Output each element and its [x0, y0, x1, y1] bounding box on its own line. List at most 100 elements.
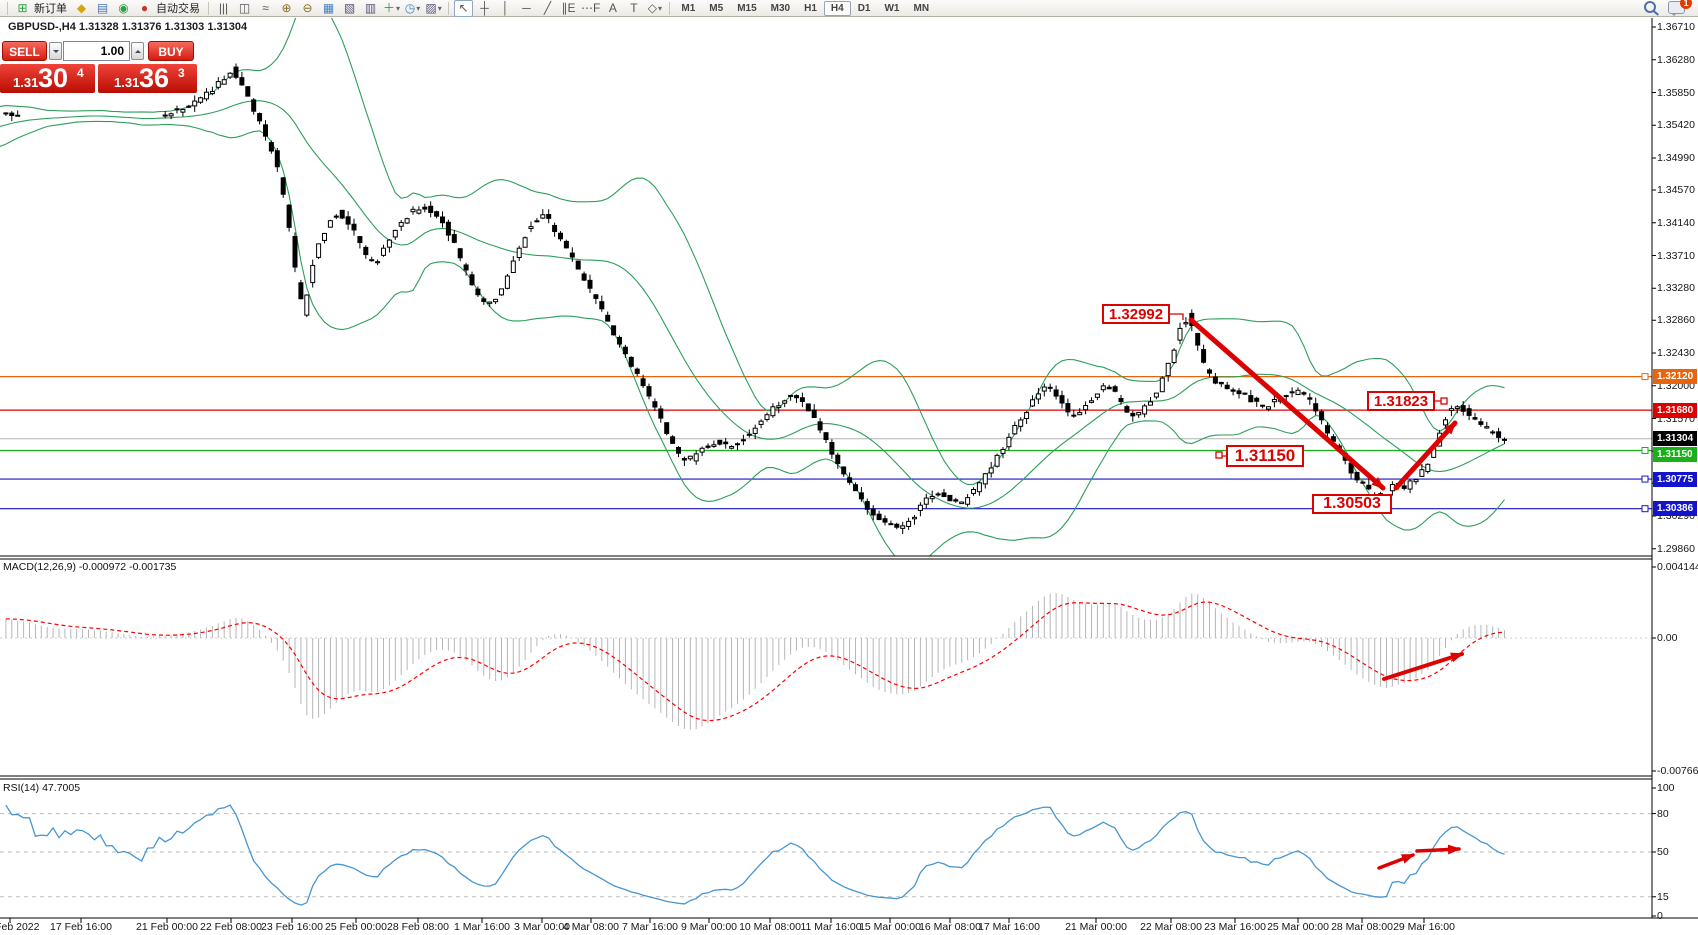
price-axis-label: 1.36710 — [1657, 21, 1695, 33]
rsi-axis-label: 50 — [1657, 846, 1669, 858]
timeframe-w1[interactable]: W1 — [884, 2, 900, 14]
annotations-layer[interactable] — [1170, 313, 1464, 870]
line-chart-icon[interactable]: ≈ — [262, 0, 269, 15]
vline-tool[interactable]: │ — [501, 0, 510, 15]
volume-input[interactable] — [63, 41, 130, 61]
time-axis-label: 23 Feb 16:00 — [261, 921, 323, 933]
market-watch-icon[interactable]: ◆ — [76, 0, 87, 15]
data-window-icon[interactable]: ▤ — [96, 0, 109, 15]
tile-windows-icon[interactable]: ▦ — [322, 0, 335, 15]
chart-frame — [0, 18, 1698, 923]
templates-button[interactable]: ▨ ▾ — [425, 0, 442, 15]
time-axis-label: 28 Mar 08:00 — [1331, 921, 1393, 933]
periods-button[interactable]: ◷ ▾ — [404, 0, 421, 15]
zoom-out-button[interactable]: ⊖ — [302, 0, 313, 15]
price-badge: 1.30775 — [1653, 471, 1697, 487]
price-axis-label: 1.36280 — [1657, 53, 1695, 66]
price-badge: 1.31304 — [1653, 431, 1697, 447]
macd-layer — [0, 593, 1652, 730]
label-tool[interactable]: T — [630, 0, 638, 15]
time-axis-label: 22 Feb 08:00 — [200, 921, 262, 933]
rsi-axis-label: 0 — [1657, 910, 1663, 922]
macd-axis-label: 0.00 — [1657, 632, 1678, 644]
price-axis-label: 1.35420 — [1657, 119, 1695, 132]
main-toolbar: ⊞ 新订单 ◆ ▤ ◉ ● 自动交易 ||| ◫ ≈ ⊕ ⊖ ▦ ▧ ▥ ＋ ▾ ◷ ▾ ▨ ▾ ↖ ┼ │ ─ ╱ ∥E ⋯F A T ◇… — [0, 0, 1698, 17]
time-axis-label: 11 Mar 16:00 — [800, 921, 862, 933]
time-axis-label: 25 Mar 00:00 — [1267, 921, 1329, 933]
price-axis-label: 1.34140 — [1657, 216, 1695, 229]
bar-chart-icon[interactable]: ||| — [218, 0, 229, 15]
new-order-button[interactable]: ⊞ — [17, 0, 28, 15]
time-axis-label: 28 Feb 08:00 — [387, 921, 449, 933]
hline-tool[interactable]: ─ — [522, 0, 531, 15]
shapes-tool[interactable]: ◇ ▾ — [647, 0, 662, 15]
time-axis-label: 23 Mar 16:00 — [1204, 921, 1266, 933]
rsi-layer — [0, 804, 1652, 906]
timeframe-h1[interactable]: H1 — [804, 2, 817, 14]
autotrade-button[interactable]: ● — [140, 0, 149, 15]
timeframe-d1[interactable]: D1 — [857, 2, 871, 14]
buy-button[interactable]: BUY — [148, 41, 194, 61]
rsi-axis-label: 80 — [1657, 807, 1669, 820]
timeframe-m30[interactable]: M30 — [770, 2, 791, 14]
buy-price-big: 36 — [139, 63, 170, 93]
channel-tool[interactable]: ∥E — [561, 0, 576, 15]
time-axis-label: 10 Mar 08:00 — [739, 921, 801, 933]
chart-title: GBPUSD-,H4 1.31328 1.31376 1.31303 1.313… — [8, 21, 248, 33]
time-axis-label: 16 Mar 08:00 — [919, 921, 981, 933]
time-axis-label: 21 Mar 00:00 — [1065, 921, 1127, 933]
sell-price-sup: 4 — [77, 66, 84, 80]
timeframe-m5[interactable]: M5 — [709, 2, 724, 14]
rsi-axis-label: 15 — [1657, 890, 1669, 903]
timeframe-mn[interactable]: MN — [913, 2, 930, 14]
macd-axis-label: -0.007664 — [1657, 765, 1698, 777]
volume-decrease-button[interactable] — [49, 42, 62, 60]
price-annotation[interactable]: 1.31823 — [1367, 391, 1435, 411]
timeframe-h4[interactable]: H4 — [823, 0, 851, 16]
sell-price-big: 30 — [38, 63, 69, 93]
sell-price-prefix: 1.31 — [13, 75, 39, 90]
text-tool[interactable]: A — [608, 0, 617, 15]
price-badge: 1.30386 — [1653, 501, 1697, 517]
time-axis-label: 25 Feb 00:00 — [325, 921, 387, 933]
zoom-in-button[interactable]: ⊕ — [281, 0, 292, 15]
timeframe-m15[interactable]: M15 — [737, 2, 757, 14]
sell-button[interactable]: SELL — [2, 41, 47, 61]
price-badge: 1.32120 — [1653, 369, 1697, 385]
new-chart-button[interactable]: ▧ — [343, 0, 356, 15]
indicators-button[interactable]: ＋ ▾ — [383, 0, 401, 15]
buy-price-sup: 3 — [178, 66, 185, 80]
one-click-trading-panel: SELL BUY 1.31 30 4 1.31 36 3 — [0, 38, 197, 94]
volume-increase-button[interactable] — [131, 42, 144, 60]
rsi-label: RSI(14) 47.7005 — [3, 782, 81, 794]
crosshair-tool[interactable]: ┼ — [480, 0, 489, 15]
buy-price-box[interactable]: 1.31 36 3 — [98, 64, 197, 93]
price-annotation[interactable]: 1.32992 — [1102, 304, 1170, 324]
profiles-icon[interactable]: ▥ — [364, 0, 377, 15]
price-axis-label: 1.33710 — [1657, 249, 1695, 262]
macd-axis-label: 0.004144 — [1657, 561, 1698, 573]
timeframe-m1[interactable]: M1 — [681, 2, 696, 14]
cursor-tool[interactable]: ↖ — [454, 0, 474, 17]
time-axis-label: 15 Mar 00:00 — [859, 921, 921, 933]
price-axis-label: 1.35850 — [1657, 86, 1695, 99]
notifications-icon[interactable]: 1 — [1668, 0, 1692, 16]
price-axis-label: 1.34570 — [1657, 184, 1695, 196]
time-axis-label: 3 Mar 00:00 — [513, 921, 571, 933]
trendline-tool[interactable]: ╱ — [543, 0, 552, 15]
price-axis-label: 1.32860 — [1657, 314, 1695, 327]
buy-price-prefix: 1.31 — [114, 75, 140, 90]
rsi-axis-label: 100 — [1657, 782, 1675, 794]
fibonacci-tool[interactable]: ⋯F — [581, 0, 601, 15]
candlestick-chart-icon[interactable]: ◫ — [238, 0, 251, 15]
autotrade-button-label[interactable]: 自动交易 — [156, 3, 200, 15]
time-axis-label: 17 Feb 16:00 — [50, 921, 112, 933]
search-icon[interactable] — [1644, 1, 1656, 13]
signals-icon[interactable]: ◉ — [118, 0, 129, 15]
new-order-button-label[interactable]: 新订单 — [34, 3, 67, 15]
price-annotation[interactable]: 1.30503 — [1312, 494, 1392, 514]
price-annotation[interactable]: 1.31150 — [1226, 445, 1304, 467]
sell-price-box[interactable]: 1.31 30 4 — [0, 64, 95, 93]
